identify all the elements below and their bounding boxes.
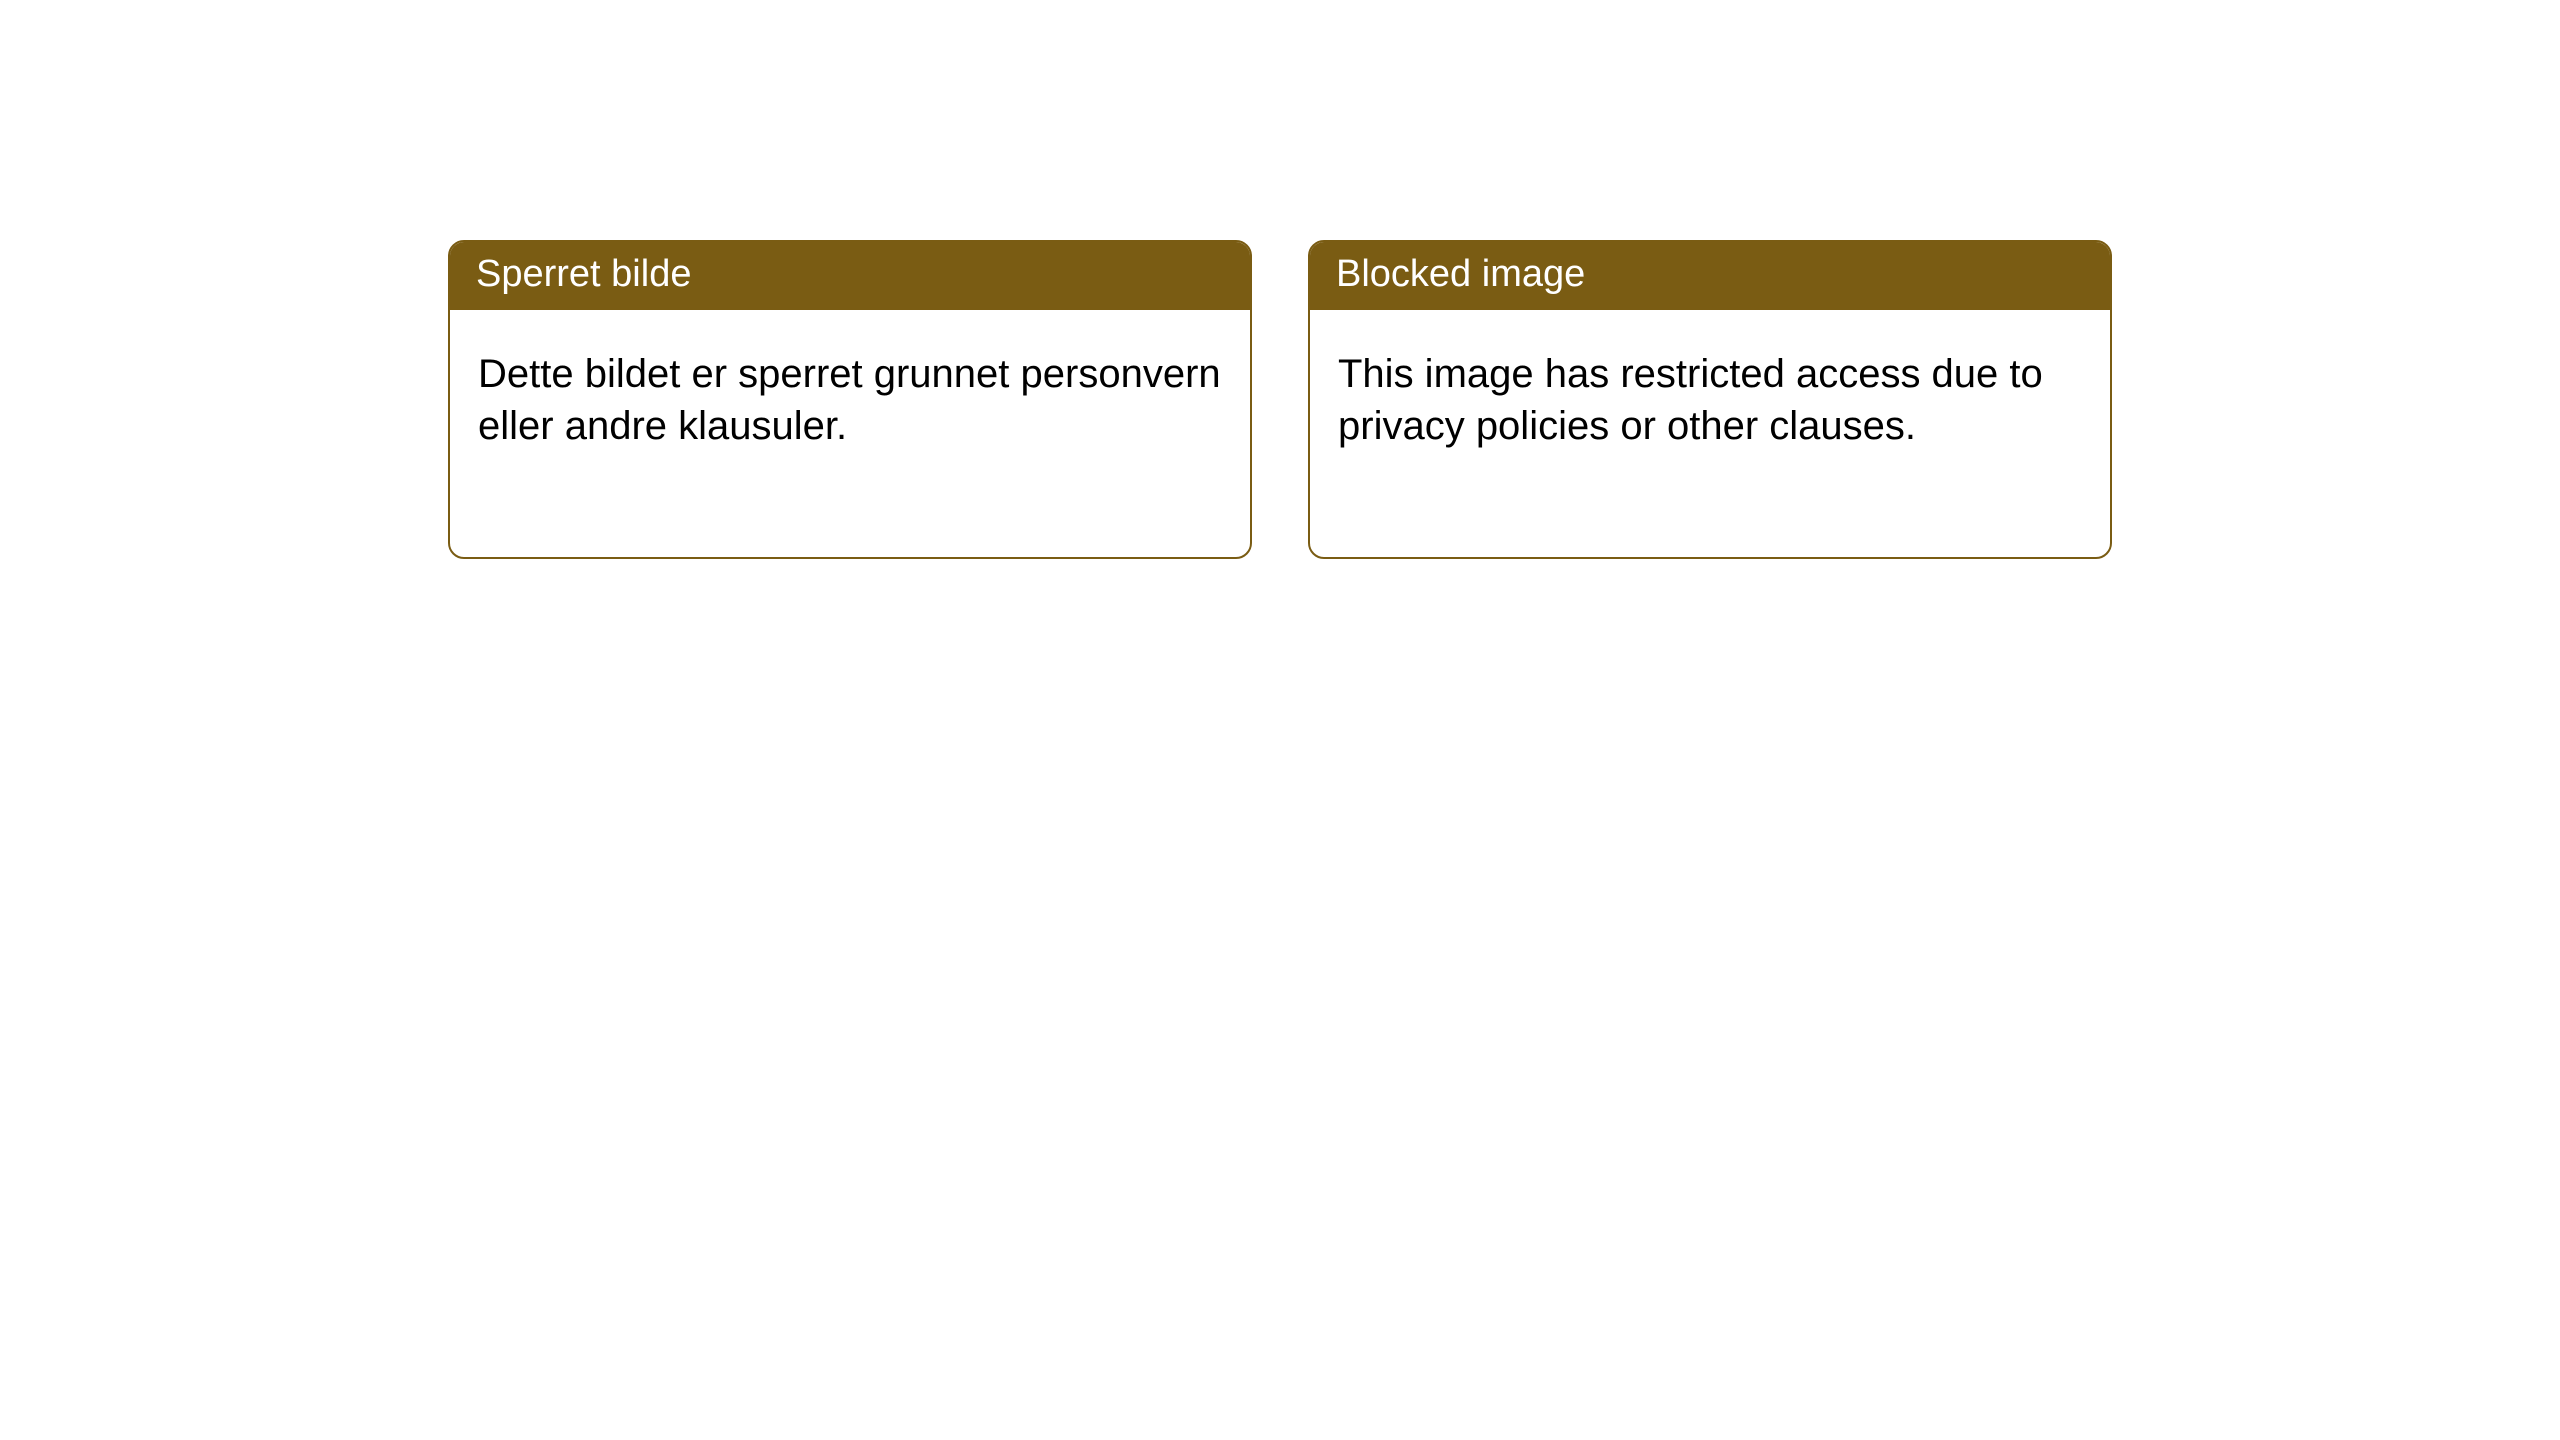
notice-body: Dette bildet er sperret grunnet personve… bbox=[450, 310, 1250, 558]
notice-body: This image has restricted access due to … bbox=[1310, 310, 2110, 558]
notice-card-norwegian: Sperret bilde Dette bildet er sperret gr… bbox=[448, 240, 1252, 559]
notice-container: Sperret bilde Dette bildet er sperret gr… bbox=[0, 0, 2560, 559]
notice-title: Sperret bilde bbox=[450, 242, 1250, 310]
notice-card-english: Blocked image This image has restricted … bbox=[1308, 240, 2112, 559]
notice-title: Blocked image bbox=[1310, 242, 2110, 310]
